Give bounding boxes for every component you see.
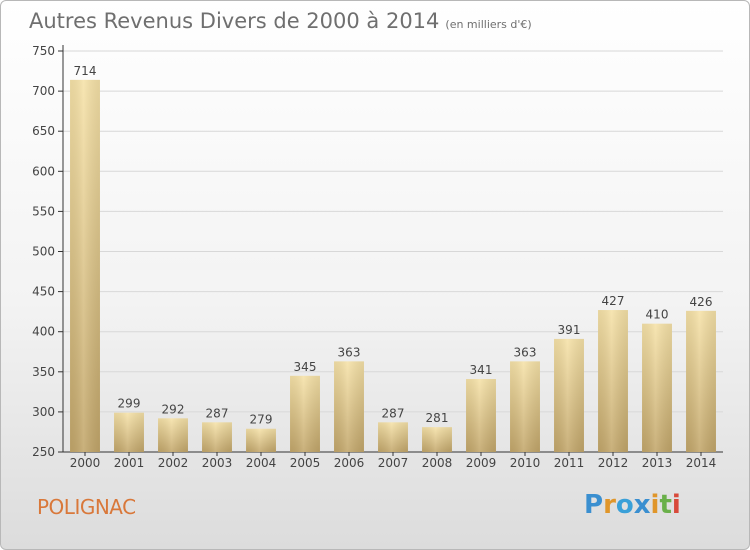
chart-title-text: Autres Revenus Divers de 2000 à 2014 [29,9,440,33]
data-label: 292 [162,402,185,416]
chart-subtitle: (en milliers d'€) [445,18,532,31]
data-label: 426 [690,295,713,309]
x-tick-label: 2001 [114,456,145,470]
logo-letter: r [603,490,616,520]
chart-title: Autres Revenus Divers de 2000 à 2014 (en … [29,9,532,33]
x-tick-label: 2003 [202,456,233,470]
bar-shade [510,361,540,452]
x-tick-label: 2000 [70,456,101,470]
x-tick-label: 2002 [158,456,189,470]
x-tick-label: 2010 [510,456,541,470]
y-tick-label: 550 [32,204,55,218]
x-tick-label: 2006 [334,456,365,470]
x-tick-label: 2004 [246,456,277,470]
y-tick-label: 650 [32,124,55,138]
bar-shade [554,338,584,452]
bar-shade [334,361,364,452]
x-tick-label: 2005 [290,456,321,470]
bar-shade [598,310,628,452]
data-label: 410 [646,308,669,322]
bar-shade [642,323,672,452]
logo-letter: t [659,490,672,520]
data-label: 287 [382,406,405,420]
x-tick-label: 2011 [554,456,585,470]
data-label: 287 [206,406,229,420]
x-tick-label: 2013 [642,456,673,470]
logo-letter: x [633,490,651,520]
proxiti-logo[interactable]: Proxiti [584,490,681,520]
x-tick-label: 2009 [466,456,497,470]
bar-shade [158,418,188,452]
bar-shade [246,428,276,452]
bar-shade [466,379,496,452]
bar-shade [202,422,232,452]
data-label: 345 [294,360,317,374]
y-tick-label: 300 [32,405,55,419]
data-label: 714 [74,64,97,78]
x-tick-label: 2007 [378,456,409,470]
y-tick-label: 750 [32,44,55,58]
logo-letter: i [671,490,681,520]
logo-letter: o [615,490,634,520]
x-tick-label: 2008 [422,456,453,470]
data-label: 363 [338,345,361,359]
y-tick-label: 500 [32,245,55,259]
y-tick-label: 400 [32,325,55,339]
data-label: 363 [514,345,537,359]
bar-shade [114,412,144,452]
bar-shade [378,422,408,452]
x-tick-label: 2012 [598,456,629,470]
bar-shade [70,79,100,452]
y-tick-label: 450 [32,285,55,299]
logo-letter: i [650,490,660,520]
data-label: 341 [470,363,493,377]
y-tick-label: 350 [32,365,55,379]
y-tick-label: 700 [32,84,55,98]
y-tick-label: 250 [32,445,55,459]
data-label: 299 [118,397,141,411]
logo-letter: P [584,490,604,520]
data-label: 281 [426,411,449,425]
bar-shade [422,427,452,452]
data-label: 391 [558,323,581,337]
bar-shade [686,310,716,452]
data-label: 427 [602,294,625,308]
data-label: 279 [250,413,273,427]
x-tick-label: 2014 [686,456,717,470]
y-tick-label: 600 [32,164,55,178]
bar-shade [290,375,320,452]
commune-name: POLIGNAC [37,495,136,519]
